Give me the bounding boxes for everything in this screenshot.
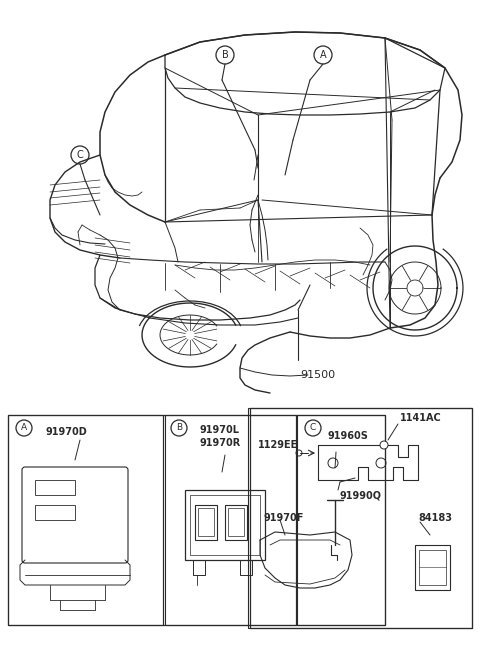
Text: B: B: [222, 50, 228, 60]
Bar: [415, 545, 450, 590]
Bar: [225, 505, 247, 540]
Text: A: A: [320, 50, 326, 60]
Text: A: A: [21, 424, 27, 432]
Text: 1141AC: 1141AC: [400, 413, 442, 423]
Bar: [297, 415, 385, 625]
Bar: [195, 505, 217, 540]
Bar: [250, 408, 472, 628]
Circle shape: [380, 441, 388, 449]
Text: 91960S: 91960S: [328, 431, 369, 441]
Bar: [35, 505, 75, 520]
Bar: [248, 408, 472, 628]
Bar: [185, 490, 265, 560]
Text: 91970D: 91970D: [45, 427, 87, 437]
Text: C: C: [310, 424, 316, 432]
Bar: [165, 415, 296, 625]
Text: 91990Q: 91990Q: [340, 490, 382, 500]
Text: 91970R: 91970R: [200, 438, 241, 448]
Bar: [228, 508, 244, 536]
Text: 91500: 91500: [300, 370, 335, 380]
Bar: [198, 508, 214, 536]
Bar: [8, 415, 385, 625]
Bar: [8, 415, 163, 625]
Bar: [35, 480, 75, 495]
Text: C: C: [77, 150, 84, 160]
Text: 1129EE: 1129EE: [258, 440, 298, 450]
Text: 91970L: 91970L: [200, 425, 240, 435]
Text: B: B: [176, 424, 182, 432]
Text: 84183: 84183: [418, 513, 452, 523]
Bar: [190, 495, 260, 555]
Bar: [419, 550, 446, 585]
Text: 91970F: 91970F: [263, 513, 303, 523]
